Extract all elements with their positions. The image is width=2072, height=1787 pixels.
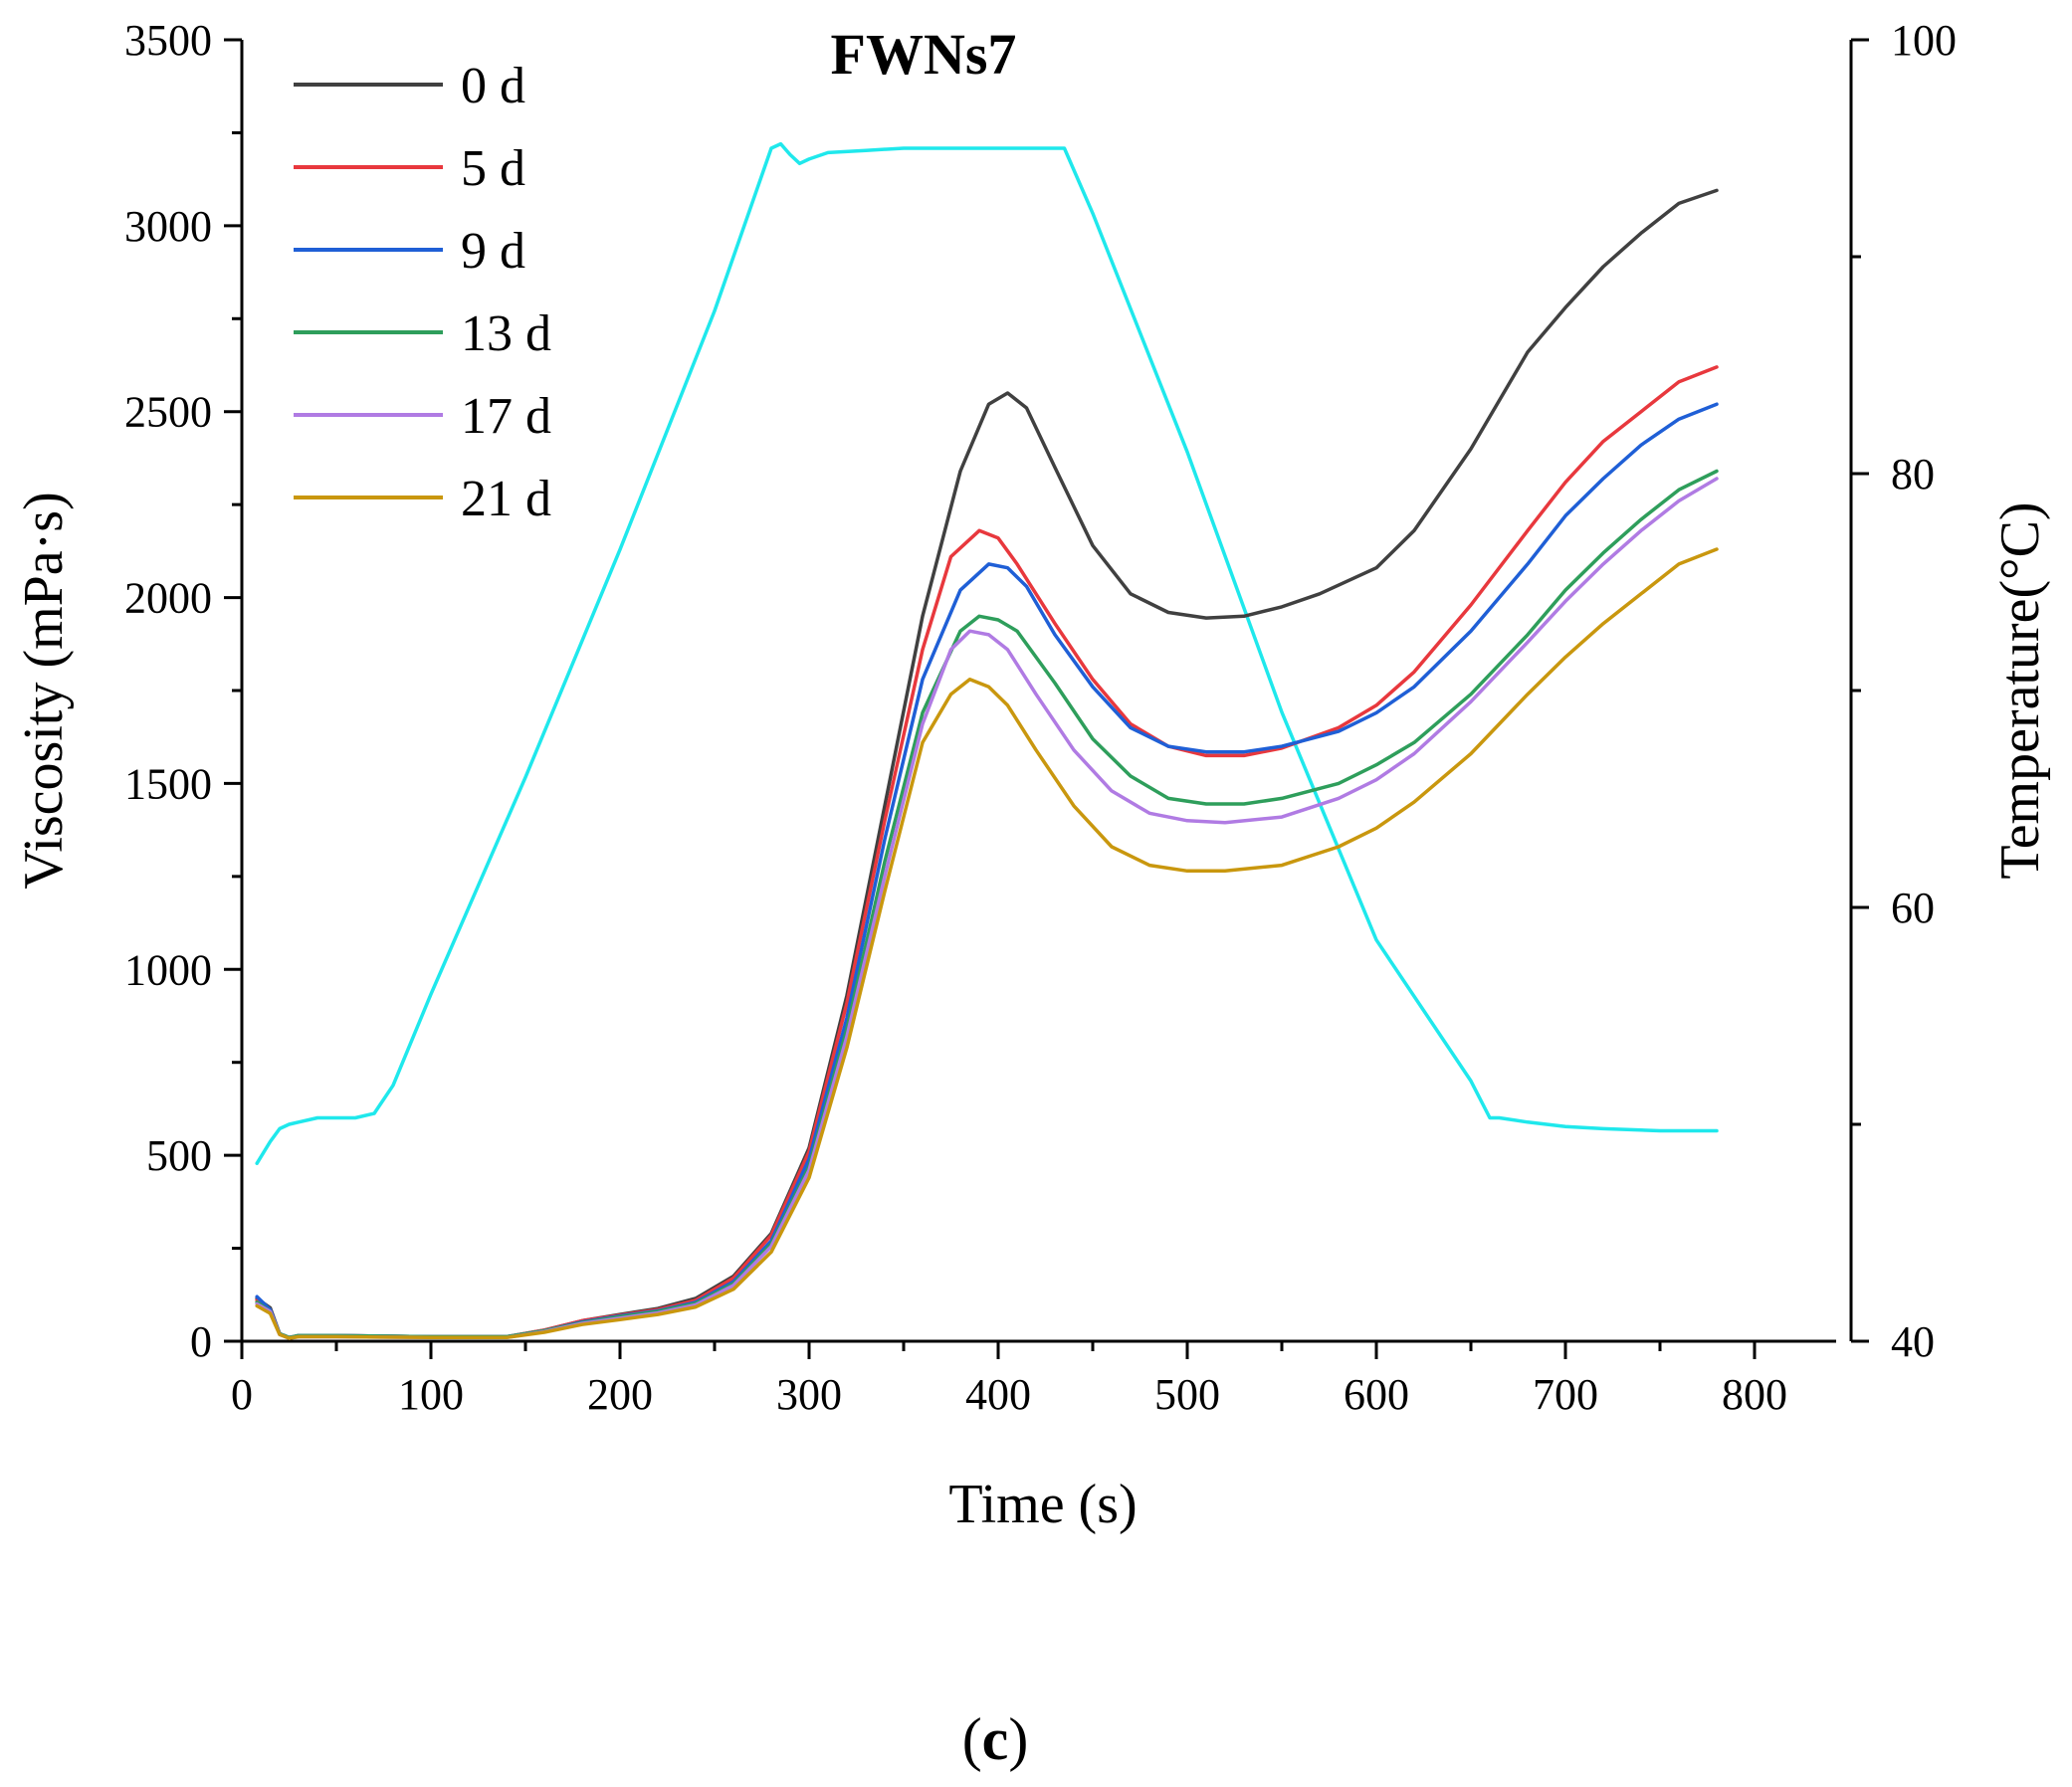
legend-label-17-d: 17 d bbox=[461, 388, 551, 445]
legend-label-13-d: 13 d bbox=[461, 305, 551, 362]
panel-label: (c) bbox=[962, 1706, 1029, 1772]
series-lines bbox=[255, 141, 1719, 1340]
series-line-9-d bbox=[255, 402, 1719, 1340]
legend-label-0-d: 0 d bbox=[461, 58, 525, 114]
panel-label-close: ) bbox=[1008, 1706, 1028, 1772]
y2-tick-label: 40 bbox=[1891, 1317, 1935, 1366]
x-tick-label: 200 bbox=[587, 1370, 653, 1419]
y-tick-label: 2500 bbox=[124, 388, 212, 437]
y-tick-label: 3500 bbox=[124, 16, 212, 65]
y-tick-label: 3000 bbox=[124, 202, 212, 251]
legend-label-9-d: 9 d bbox=[461, 223, 525, 280]
y-tick-label: 2000 bbox=[124, 574, 212, 623]
x-tick-label: 100 bbox=[398, 1370, 464, 1419]
panel-label-open: ( bbox=[962, 1706, 982, 1772]
series-line-17-d bbox=[255, 477, 1719, 1340]
y-axis-title: Viscosity (mPa·s) bbox=[13, 492, 75, 890]
legend-label-5-d: 5 d bbox=[461, 140, 525, 197]
y2-tick-label: 100 bbox=[1891, 16, 1957, 65]
y2-axis-title: Temperature(°C) bbox=[1989, 501, 2051, 879]
x-tick-label: 400 bbox=[965, 1370, 1031, 1419]
panel-label-letter: c bbox=[982, 1706, 1009, 1772]
chart-title: FWNs7 bbox=[831, 22, 1017, 87]
y-tick-label: 1000 bbox=[124, 945, 212, 994]
x-axis-title: Time (s) bbox=[948, 1474, 1137, 1535]
y-tick-label: 0 bbox=[190, 1317, 212, 1366]
x-tick-label: 0 bbox=[231, 1370, 253, 1419]
x-tick-label: 600 bbox=[1344, 1370, 1409, 1419]
x-tick-label: 800 bbox=[1722, 1370, 1787, 1419]
legend-label-21-d: 21 d bbox=[461, 471, 551, 527]
series-line-0-d bbox=[255, 188, 1719, 1340]
y2-tick-label: 60 bbox=[1891, 884, 1935, 932]
x-ticks: 0 100 200 300 400 500 600 700 800 bbox=[231, 1341, 1787, 1419]
y-tick-label: 500 bbox=[146, 1131, 212, 1180]
x-tick-label: 300 bbox=[776, 1370, 842, 1419]
y2-ticks: 40 60 80 100 bbox=[1851, 16, 1957, 1366]
y-ticks: 0 500 1000 1500 2000 2500 3000 3500 bbox=[124, 16, 242, 1366]
x-tick-label: 500 bbox=[1154, 1370, 1220, 1419]
y2-tick-label: 80 bbox=[1891, 450, 1935, 498]
x-tick-label: 700 bbox=[1533, 1370, 1598, 1419]
legend: 0 d 5 d 9 d 13 d 17 d 21 d bbox=[294, 58, 551, 527]
y-tick-label: 1500 bbox=[124, 759, 212, 808]
series-line-21-d bbox=[255, 547, 1719, 1340]
series-line-temperature bbox=[255, 141, 1719, 1165]
